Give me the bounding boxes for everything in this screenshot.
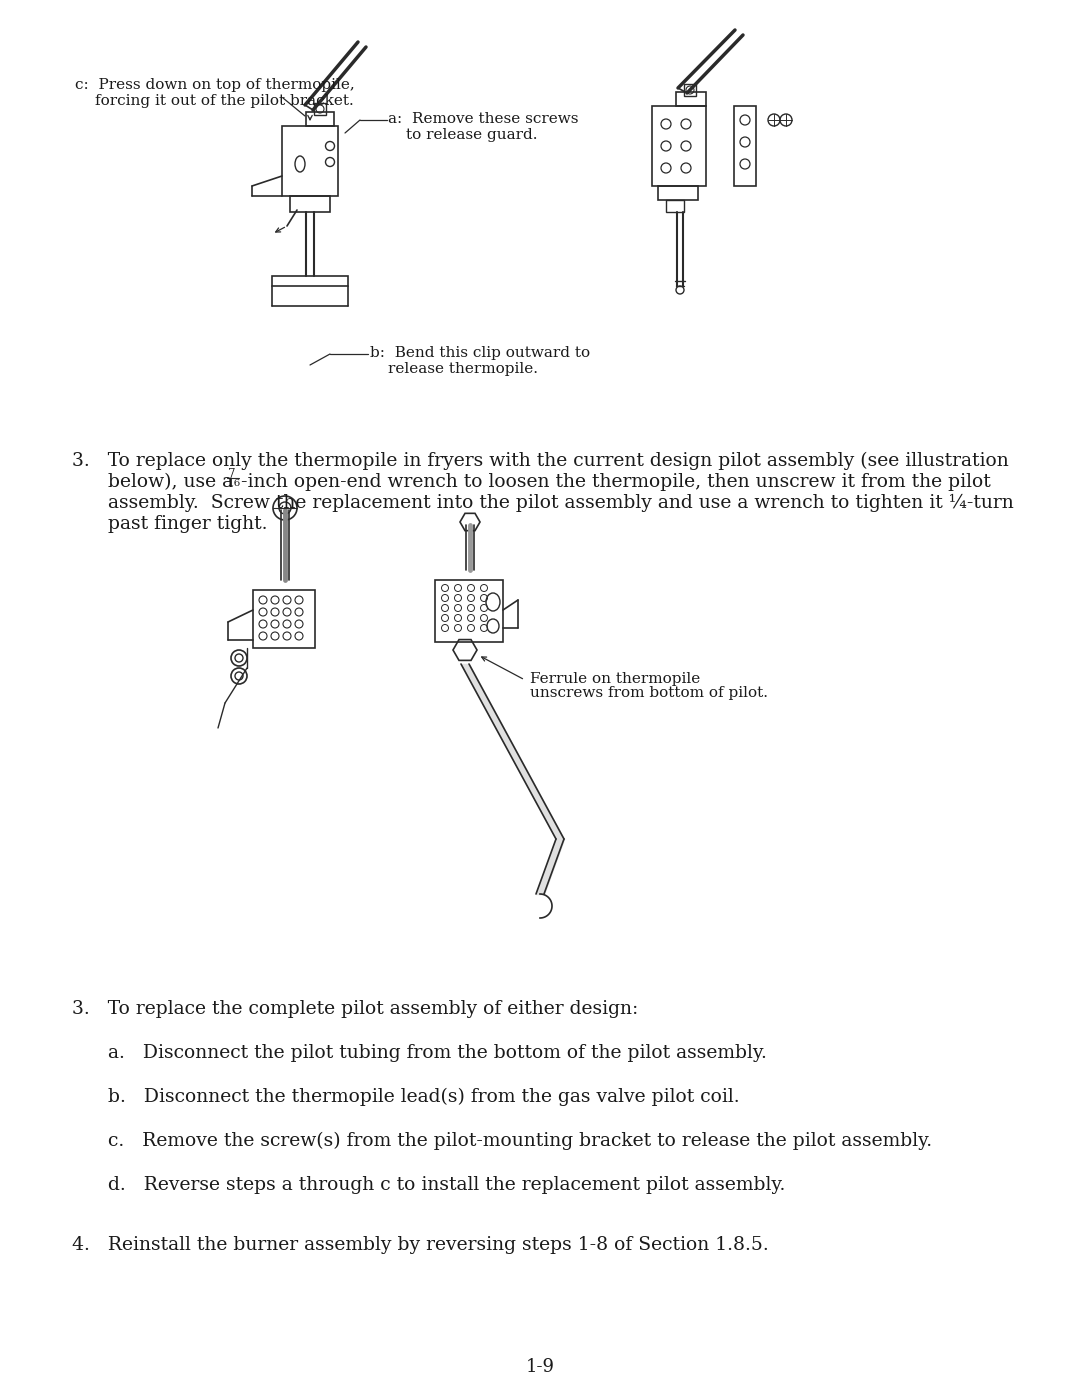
Text: past finger tight.: past finger tight. [72,515,268,534]
Bar [291,196,330,212]
Bar [658,186,698,200]
Bar [435,580,503,643]
Text: 4.   Reinstall the burner assembly by reversing steps 1-8 of Section 1.8.5.: 4. Reinstall the burner assembly by reve… [72,1236,769,1255]
Text: below), use a: below), use a [72,474,239,490]
Bar [676,92,706,106]
Bar [652,106,706,186]
Bar [666,200,684,212]
Text: release thermopile.: release thermopile. [388,362,538,376]
Bar [684,84,696,96]
Text: d.   Reverse steps a through c to install the replacement pilot assembly.: d. Reverse steps a through c to install … [108,1176,785,1194]
Text: Ferrule on thermopile: Ferrule on thermopile [530,672,700,686]
Text: 3.   To replace only the thermopile in fryers with the current design pilot asse: 3. To replace only the thermopile in fry… [72,453,1009,471]
Bar [306,112,334,126]
Text: forcing it out of the pilot bracket.: forcing it out of the pilot bracket. [95,94,354,108]
Bar [282,126,338,196]
Bar [314,103,326,115]
Text: a:  Remove these screws: a: Remove these screws [388,112,579,126]
Text: c.   Remove the screw(s) from the pilot-mounting bracket to release the pilot as: c. Remove the screw(s) from the pilot-mo… [108,1132,932,1150]
Text: b.   Disconnect the thermopile lead(s) from the gas valve pilot coil.: b. Disconnect the thermopile lead(s) fro… [108,1088,740,1106]
Text: unscrews from bottom of pilot.: unscrews from bottom of pilot. [530,686,768,700]
Bar [272,277,348,286]
Text: b:  Bend this clip outward to: b: Bend this clip outward to [370,346,590,360]
Text: -inch open-end wrench to loosen the thermopile, then unscrew it from the pilot: -inch open-end wrench to loosen the ther… [241,474,990,490]
Text: 3.   To replace the complete pilot assembly of either design:: 3. To replace the complete pilot assembl… [72,1000,638,1018]
Bar [253,590,315,648]
Text: 1-9: 1-9 [526,1358,554,1376]
Text: to release guard.: to release guard. [406,129,538,142]
Text: assembly.  Screw the replacement into the pilot assembly and use a wrench to tig: assembly. Screw the replacement into the… [72,495,1014,513]
Text: 7: 7 [228,468,235,481]
Text: 16: 16 [228,479,241,488]
Text: c:  Press down on top of thermopile,: c: Press down on top of thermopile, [75,78,354,92]
Bar [734,106,756,186]
Text: a.   Disconnect the pilot tubing from the bottom of the pilot assembly.: a. Disconnect the pilot tubing from the … [108,1044,767,1062]
